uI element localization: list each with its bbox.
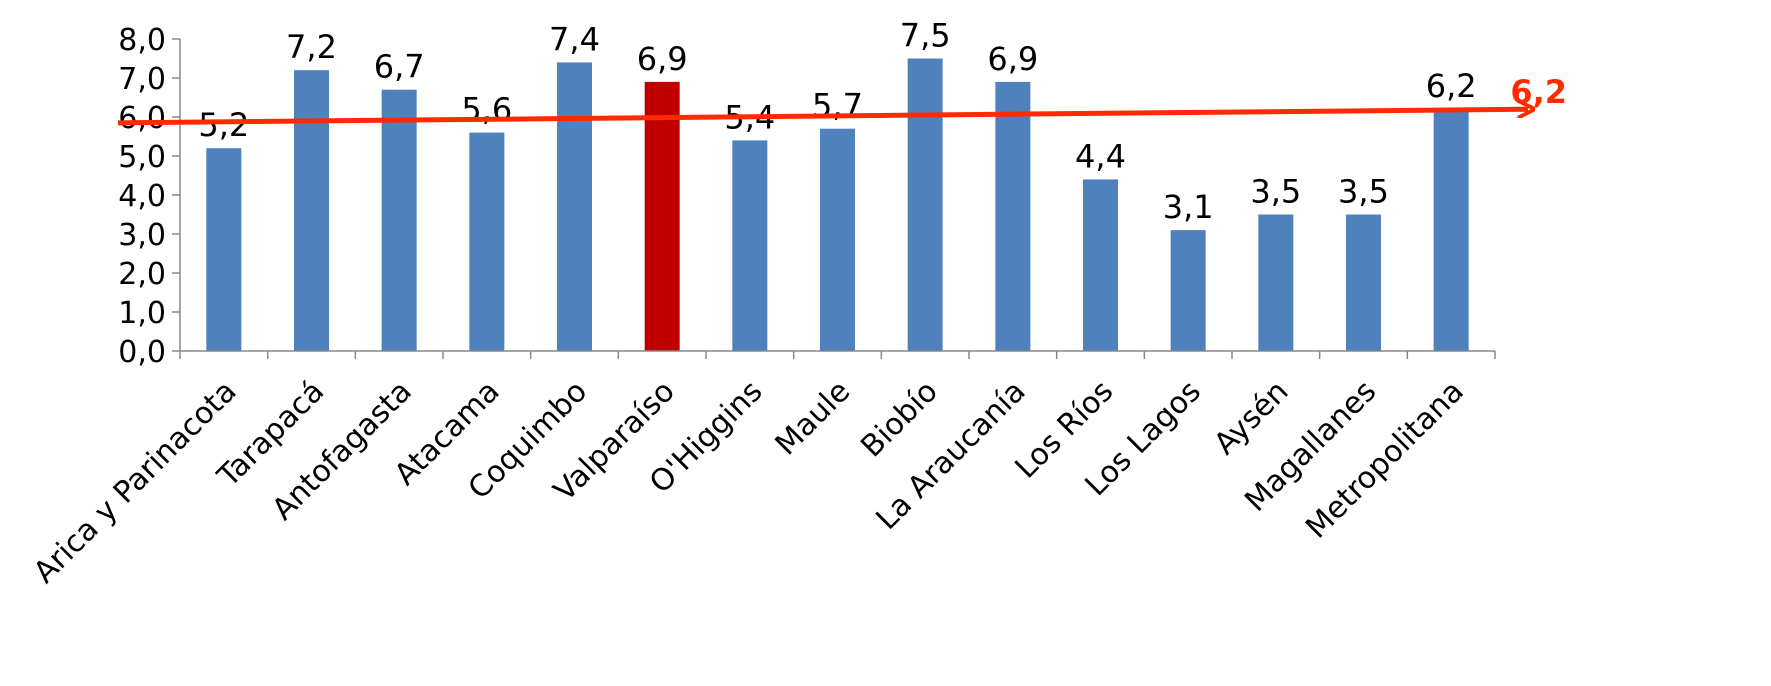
y-tick-label: 4,0	[118, 179, 166, 214]
category-label: Metropolitana	[1299, 374, 1471, 546]
y-tick-label: 5,0	[118, 140, 166, 175]
data-label: 6,9	[987, 40, 1038, 78]
bar	[732, 140, 768, 351]
data-label: 6,2	[1426, 67, 1477, 105]
y-tick-label: 1,0	[118, 296, 166, 331]
bar	[1433, 109, 1469, 351]
bar	[1170, 230, 1206, 351]
data-label: 6,7	[374, 48, 425, 86]
bar	[907, 58, 943, 351]
category-labels: Arica y ParinacotaTarapacáAntofagastaAta…	[27, 374, 1471, 590]
data-label: 7,2	[286, 28, 337, 66]
data-label: 7,5	[900, 17, 951, 55]
data-label: 3,5	[1250, 173, 1301, 211]
bars	[206, 58, 1469, 352]
bar	[1346, 214, 1381, 351]
data-label: 5,2	[198, 106, 249, 144]
bar	[294, 70, 329, 351]
data-label: 3,5	[1338, 173, 1389, 211]
bar	[381, 89, 417, 351]
bar	[206, 148, 242, 351]
bar	[1258, 214, 1294, 351]
y-tick-label: 7,0	[118, 62, 166, 97]
y-tick-label: 6,0	[118, 101, 166, 136]
reference-line-group: 6,2	[117, 73, 1567, 126]
y-tick-label: 3,0	[118, 218, 166, 253]
category-label: Arica y Parinacota	[27, 374, 243, 590]
data-label: 5,7	[812, 87, 863, 125]
reference-arrow-line	[117, 109, 1528, 126]
data-label: 5,6	[461, 91, 512, 129]
y-tick-label: 2,0	[118, 257, 166, 292]
category-label: Maule	[769, 374, 857, 462]
data-label: 6,9	[637, 40, 688, 78]
data-label: 4,4	[1075, 137, 1126, 175]
data-label: 7,4	[549, 20, 600, 58]
y-axis-ticks: 0,0 1,0 2,0 3,0 4,0 5,0 6,0 7,0 8,0	[118, 23, 180, 370]
bar	[557, 62, 592, 352]
y-tick-label: 0,0	[118, 335, 166, 370]
category-label: La Araucanía	[870, 374, 1033, 537]
axes	[179, 39, 1496, 359]
bar	[469, 132, 505, 351]
reference-value-label: 6,2	[1510, 73, 1567, 111]
data-label: 3,1	[1163, 188, 1214, 226]
bar	[644, 81, 680, 352]
y-tick-label: 8,0	[118, 23, 166, 58]
bar	[995, 81, 1031, 352]
bar	[1083, 179, 1118, 351]
bar	[820, 128, 855, 351]
